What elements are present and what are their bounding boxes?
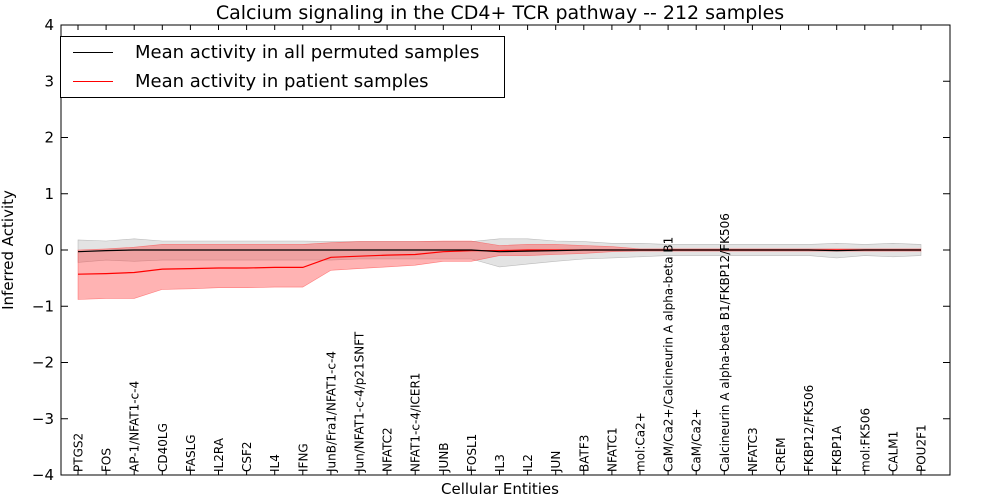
x-axis-label: Cellular Entities (441, 480, 559, 498)
x-tick-label: POU2F1 (915, 424, 929, 472)
x-tick-label: JUNB (437, 442, 451, 473)
x-tick-label: CaM/Ca2+/Calcineurin A alpha-beta B1 (662, 237, 676, 472)
legend-swatch-patient (73, 80, 113, 82)
y-tick-label: −3 (32, 410, 54, 428)
y-axis: −4 −3 −2 −1 0 1 2 3 4 (32, 16, 950, 484)
x-tick-label: Calcineurin A alpha-beta B1/FKBP12/FK506 (718, 213, 732, 472)
x-tick-label: IL2RA (212, 437, 226, 472)
series-lines (77, 249, 921, 275)
x-tick-label: CaM/Ca2+ (690, 408, 704, 472)
x-tick-label: FKBP1A (830, 425, 844, 472)
x-tick-label: CSF2 (240, 441, 254, 472)
x-tick-label: IL2 (521, 454, 535, 472)
x-tick-label: JUN (549, 451, 563, 473)
x-axis: PTGS2 FOS AP-1/NFAT1-c-4 CD40LG FASLG IL2RA CS… (72, 25, 929, 475)
x-tick-label: NFATC3 (746, 427, 760, 472)
x-tick-label: IL4 (268, 454, 282, 472)
confidence-bands (77, 238, 922, 300)
x-tick-label: FASLG (184, 434, 198, 472)
x-tick-label: CALM1 (886, 431, 900, 472)
legend-swatch-permuted (73, 51, 113, 53)
chart-title: Calcium signaling in the CD4+ TCR pathwa… (216, 2, 784, 24)
x-tick-label: NFATC2 (381, 427, 395, 472)
band-series-1 (77, 240, 922, 300)
x-tick-label: FOS (100, 448, 114, 472)
y-axis-label: Inferred Activity (0, 190, 17, 310)
legend-item-patient: Mean activity in patient samples (73, 67, 429, 95)
x-tick-label: NFAT1-c-4/ICER1 (409, 373, 423, 472)
x-tick-label: IFNG (296, 443, 310, 472)
y-tick-label: 0 (44, 241, 54, 259)
y-tick-label: −2 (32, 354, 54, 372)
legend: Mean activity in all permuted samples Me… (60, 36, 505, 98)
x-tick-label: Jun/NFAT1-c-4/p21SNFT (353, 331, 367, 473)
x-tick-label: AP-1/NFAT1-c-4 (128, 381, 142, 472)
y-tick-label: 4 (44, 16, 54, 34)
x-tick-label: FKBP12/FK506 (802, 385, 816, 472)
y-tick-label: 1 (44, 185, 54, 203)
legend-label-permuted: Mean activity in all permuted samples (135, 41, 480, 63)
x-tick-label: CREM (774, 437, 788, 472)
legend-item-permuted: Mean activity in all permuted samples (73, 38, 479, 66)
x-tick-label: mol:FK506 (858, 408, 872, 472)
x-tick-label: PTGS2 (72, 433, 86, 472)
legend-label-patient: Mean activity in patient samples (135, 70, 429, 92)
x-tick-label: mol:Ca2+ (634, 412, 648, 472)
line-series-0 (77, 249, 921, 253)
y-tick-label: −4 (32, 466, 54, 484)
x-tick-label: JunB/Fra1/NFAT1-c-4 (324, 351, 338, 473)
x-tick-label: BATF3 (577, 435, 591, 472)
x-tick-label: FOSL1 (465, 434, 479, 472)
y-tick-label: −1 (32, 297, 54, 315)
x-tick-label: IL3 (493, 454, 507, 472)
y-tick-label: 2 (44, 129, 54, 147)
x-tick-label: CD40LG (156, 423, 170, 472)
y-tick-label: 3 (44, 72, 54, 90)
x-tick-label: NFATC1 (605, 427, 619, 472)
